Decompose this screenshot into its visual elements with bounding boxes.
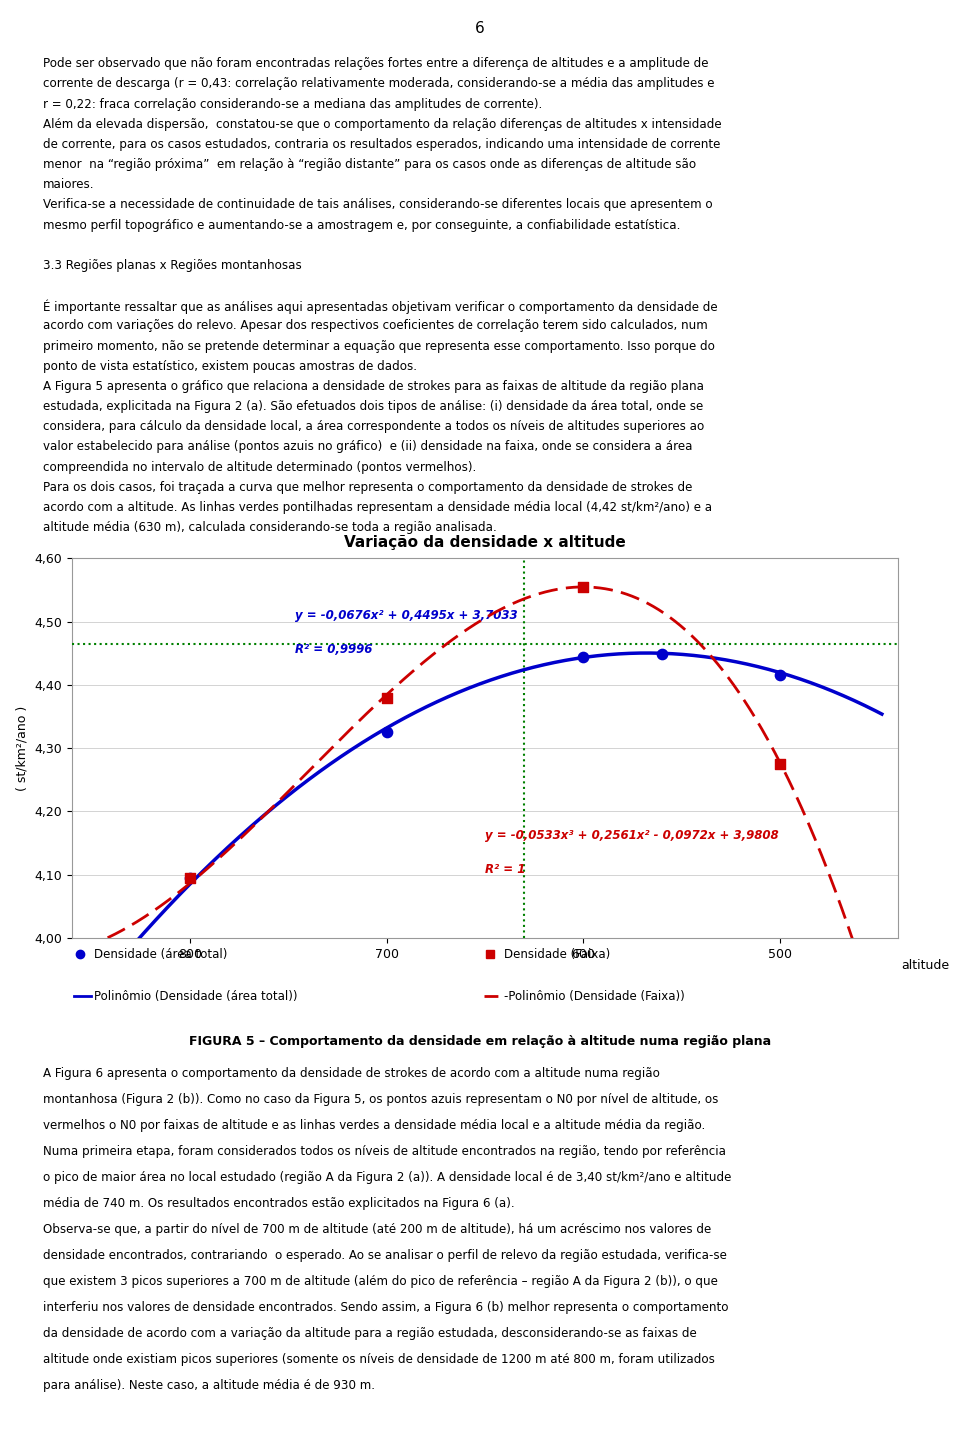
- Text: acordo com variações do relevo. Apesar dos respectivos coeficientes de correlaçã: acordo com variações do relevo. Apesar d…: [43, 319, 708, 332]
- Text: Numa primeira etapa, foram considerados todos os níveis de altitude encontrados : Numa primeira etapa, foram considerados …: [43, 1144, 726, 1158]
- Point: [575, 576, 590, 599]
- Text: o pico de maior área no local estudado (região A da Figura 2 (a)). A densidade l: o pico de maior área no local estudado (…: [43, 1171, 732, 1184]
- Text: densidade encontrados, contrariando  o esperado. Ao se analisar o perfil de rele: densidade encontrados, contrariando o es…: [43, 1249, 727, 1262]
- Text: Pode ser observado que não foram encontradas relações fortes entre a diferença d: Pode ser observado que não foram encontr…: [43, 57, 708, 70]
- Text: Polinômio (Densidade (área total)): Polinômio (Densidade (área total)): [94, 990, 298, 1002]
- Text: da densidade de acordo com a variação da altitude para a região estudada, descon: da densidade de acordo com a variação da…: [43, 1326, 697, 1340]
- Text: interferiu nos valores de densidade encontrados. Sendo assim, a Figura 6 (b) mel: interferiu nos valores de densidade enco…: [43, 1300, 729, 1313]
- Text: A Figura 5 apresenta o gráfico que relaciona a densidade de strokes para as faix: A Figura 5 apresenta o gráfico que relac…: [43, 379, 705, 392]
- Text: R² = 1: R² = 1: [485, 863, 525, 876]
- Text: altitude média (630 m), calculada considerando-se toda a região analisada.: altitude média (630 m), calculada consid…: [43, 521, 497, 534]
- Text: menor  na “região próxima”  em relação à “região distante” para os casos onde as: menor na “região próxima” em relação à “…: [43, 158, 696, 170]
- Text: r = 0,22: fraca correlação considerando-se a mediana das amplitudes de corrente): r = 0,22: fraca correlação considerando-…: [43, 97, 542, 110]
- Text: y = -0,0533x³ + 0,2561x² - 0,0972x + 3,9808: y = -0,0533x³ + 0,2561x² - 0,0972x + 3,9…: [485, 829, 779, 842]
- Text: para análise). Neste caso, a altitude média é de 930 m.: para análise). Neste caso, a altitude mé…: [43, 1379, 375, 1392]
- Point: [379, 720, 395, 743]
- Text: É importante ressaltar que as análises aqui apresentadas objetivam verificar o c: É importante ressaltar que as análises a…: [43, 299, 718, 314]
- Text: y = -0,0676x² + 0,4495x + 3,7033: y = -0,0676x² + 0,4495x + 3,7033: [295, 609, 517, 621]
- Text: mesmo perfil topográfico e aumentando-se a amostragem e, por conseguinte, a conf: mesmo perfil topográfico e aumentando-se…: [43, 219, 681, 232]
- Text: valor estabelecido para análise (pontos azuis no gráfico)  e (ii) densidade na f: valor estabelecido para análise (pontos …: [43, 441, 693, 454]
- Text: -Polinômio (Densidade (Faixa)): -Polinômio (Densidade (Faixa)): [504, 990, 684, 1002]
- Text: Densidade (área total): Densidade (área total): [94, 948, 228, 961]
- Point: [772, 753, 787, 776]
- Text: A Figura 6 apresenta o comportamento da densidade de strokes de acordo com a alt: A Figura 6 apresenta o comportamento da …: [43, 1067, 660, 1080]
- Text: média de 740 m. Os resultados encontrados estão explicitados na Figura 6 (a).: média de 740 m. Os resultados encontrado…: [43, 1197, 515, 1210]
- Text: altitude onde existiam picos superiores (somente os níveis de densidade de 1200 : altitude onde existiam picos superiores …: [43, 1353, 715, 1366]
- Text: Para os dois casos, foi traçada a curva que melhor representa o comportamento da: Para os dois casos, foi traçada a curva …: [43, 481, 692, 494]
- Text: maiores.: maiores.: [43, 178, 95, 192]
- Point: [575, 644, 590, 667]
- Text: 6: 6: [475, 21, 485, 36]
- Point: [772, 664, 787, 687]
- Text: R² = 0,9996: R² = 0,9996: [295, 643, 372, 656]
- Text: primeiro momento, não se pretende determinar a equação que representa esse compo: primeiro momento, não se pretende determ…: [43, 339, 715, 352]
- Text: FIGURA 5 – Comportamento da densidade em relação à altitude numa região plana: FIGURA 5 – Comportamento da densidade em…: [189, 1034, 771, 1048]
- Text: Verifica-se a necessidade de continuidade de tais análises, considerando-se dife: Verifica-se a necessidade de continuidad…: [43, 199, 713, 212]
- Text: montanhosa (Figura 2 (b)). Como no caso da Figura 5, os pontos azuis representam: montanhosa (Figura 2 (b)). Como no caso …: [43, 1093, 719, 1106]
- Point: [182, 866, 198, 889]
- Title: Variação da densidade x altitude: Variação da densidade x altitude: [344, 536, 626, 550]
- Text: 3.3 Regiões planas x Regiões montanhosas: 3.3 Regiões planas x Regiões montanhosas: [43, 259, 302, 272]
- Text: corrente de descarga (r = 0,43: correlação relativamente moderada, considerando-: corrente de descarga (r = 0,43: correlaç…: [43, 77, 714, 90]
- Text: Densidade (Faixa): Densidade (Faixa): [504, 948, 611, 961]
- Text: acordo com a altitude. As linhas verdes pontilhadas representam a densidade médi: acordo com a altitude. As linhas verdes …: [43, 501, 712, 514]
- Point: [654, 643, 669, 666]
- Text: ponto de vista estatístico, existem poucas amostras de dados.: ponto de vista estatístico, existem pouc…: [43, 359, 418, 372]
- Text: Além da elevada dispersão,  constatou-se que o comportamento da relação diferenç: Além da elevada dispersão, constatou-se …: [43, 117, 722, 130]
- Text: Observa-se que, a partir do nível de 700 m de altitude (até 200 m de altitude), : Observa-se que, a partir do nível de 700…: [43, 1223, 711, 1236]
- Y-axis label: ( st/km²/ano ): ( st/km²/ano ): [16, 706, 29, 790]
- Text: altitude: altitude: [901, 959, 949, 972]
- Point: [379, 686, 395, 709]
- Point: [182, 866, 198, 889]
- Text: estudada, explicitada na Figura 2 (a). São efetuados dois tipos de análise: (i) : estudada, explicitada na Figura 2 (a). S…: [43, 400, 704, 412]
- Text: de corrente, para os casos estudados, contraria os resultados esperados, indican: de corrente, para os casos estudados, co…: [43, 137, 721, 150]
- Text: vermelhos o N0 por faixas de altitude e as linhas verdes a densidade média local: vermelhos o N0 por faixas de altitude e …: [43, 1118, 706, 1131]
- Text: considera, para cálculo da densidade local, a área correspondente a todos os nív: considera, para cálculo da densidade loc…: [43, 420, 705, 434]
- Text: compreendida no intervalo de altitude determinado (pontos vermelhos).: compreendida no intervalo de altitude de…: [43, 461, 476, 474]
- Text: que existem 3 picos superiores a 700 m de altitude (além do pico de referência –: que existem 3 picos superiores a 700 m d…: [43, 1274, 718, 1287]
